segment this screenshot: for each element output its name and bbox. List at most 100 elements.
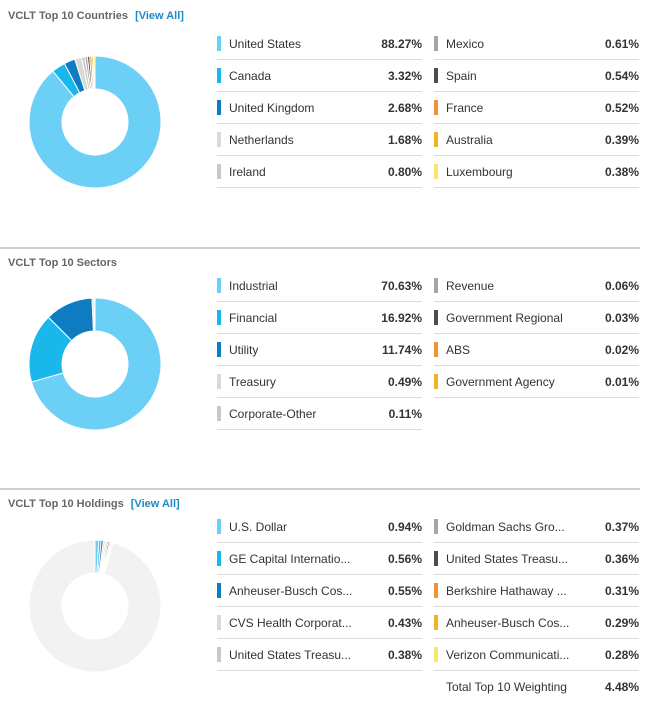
- legend-label: United States: [229, 37, 302, 51]
- legend-swatch: [434, 310, 438, 325]
- sectors-legend-row: Government Regional 0.03%: [434, 302, 639, 334]
- legend-label: Goldman Sachs Gro...: [446, 520, 565, 534]
- countries-legend-row: Mexico 0.61%: [434, 28, 639, 60]
- legend-swatch: [217, 647, 221, 662]
- legend-swatch: [434, 68, 438, 83]
- legend-swatch: [217, 615, 221, 630]
- legend-label: Anheuser-Busch Cos...: [446, 616, 570, 630]
- sectors-legend-row: Revenue 0.06%: [434, 270, 639, 302]
- legend-value: 0.38%: [604, 165, 639, 179]
- sectors-list-left: Industrial 70.63% Financial 16.92% Utility 11…: [217, 270, 422, 430]
- legend-value: 0.28%: [604, 648, 639, 662]
- legend-label: U.S. Dollar: [229, 520, 288, 534]
- legend-value: 70.63%: [381, 279, 422, 293]
- legend-value: 0.56%: [387, 552, 422, 566]
- legend-value: 0.80%: [387, 165, 422, 179]
- legend-label: CVS Health Corporat...: [229, 616, 352, 630]
- legend-value: 0.61%: [604, 37, 639, 51]
- sectors-legend-row: Industrial 70.63%: [217, 270, 422, 302]
- legend-label: Verizon Communicati...: [446, 648, 570, 662]
- legend-swatch: [217, 100, 221, 115]
- holdings-legend-row: CVS Health Corporat... 0.43%: [217, 607, 422, 639]
- legend-label: Utility: [229, 343, 259, 357]
- sectors-legend-row: Corporate-Other 0.11%: [217, 398, 422, 430]
- legend-label: Luxembourg: [446, 165, 513, 179]
- legend-label: United Kingdom: [229, 101, 315, 115]
- countries-legend-row: Ireland 0.80%: [217, 156, 422, 188]
- holdings-legend-row: GE Capital Internatio... 0.56%: [217, 543, 422, 575]
- legend-swatch: [434, 36, 438, 51]
- legend-value: 0.03%: [604, 311, 639, 325]
- countries-section: VCLT Top 10 Countries [View All] United …: [0, 0, 640, 240]
- holdings-section: VCLT Top 10 Holdings [View All] U.S. Dol…: [0, 488, 640, 701]
- legend-value: 0.11%: [388, 407, 422, 421]
- legend-swatch: [217, 551, 221, 566]
- legend-label: Financial: [229, 311, 278, 325]
- legend-swatch: [434, 278, 438, 293]
- sectors-donut-chart: [28, 297, 162, 431]
- legend-swatch: [217, 519, 221, 534]
- legend-label: Canada: [229, 69, 272, 83]
- total-weighting-label: Total Top 10 Weighting: [446, 680, 567, 694]
- legend-value: 0.02%: [604, 343, 639, 357]
- holdings-legend-row: Berkshire Hathaway ... 0.31%: [434, 575, 639, 607]
- legend-label: Australia: [446, 133, 493, 147]
- legend-label: ABS: [446, 343, 471, 357]
- legend-value: 0.49%: [387, 375, 422, 389]
- legend-swatch: [434, 519, 438, 534]
- legend-label: Corporate-Other: [229, 407, 317, 421]
- legend-value: 0.31%: [604, 584, 639, 598]
- legend-swatch: [217, 406, 221, 421]
- legend-value: 0.52%: [604, 101, 639, 115]
- legend-swatch: [434, 615, 438, 630]
- legend-value: 0.55%: [387, 584, 422, 598]
- holdings-divider: [0, 488, 640, 490]
- legend-label: Government Regional: [446, 311, 563, 325]
- total-weighting-value: 4.48%: [604, 680, 639, 694]
- legend-value: 2.68%: [387, 101, 422, 115]
- countries-legend-row: Canada 3.32%: [217, 60, 422, 92]
- legend-value: 0.43%: [387, 616, 422, 630]
- holdings-title: VCLT Top 10 Holdings: [8, 498, 124, 510]
- legend-label: France: [446, 101, 484, 115]
- legend-label: Revenue: [446, 279, 495, 293]
- legend-swatch: [217, 164, 221, 179]
- legend-label: Anheuser-Busch Cos...: [229, 584, 353, 598]
- legend-value: 0.29%: [604, 616, 639, 630]
- legend-swatch: [434, 583, 438, 598]
- holdings-legend-row: U.S. Dollar 0.94%: [217, 511, 422, 543]
- holdings-list-right: Goldman Sachs Gro... 0.37% United States T…: [434, 511, 639, 701]
- legend-label: Mexico: [446, 37, 485, 51]
- countries-slice-united-states: [28, 55, 162, 189]
- legend-swatch: [434, 647, 438, 662]
- legend-value: 0.01%: [604, 375, 639, 389]
- legend-value: 16.92%: [381, 311, 422, 325]
- countries-view-all-link[interactable]: [View All]: [135, 10, 184, 22]
- holdings-view-all-link[interactable]: [View All]: [130, 498, 180, 510]
- legend-label: Government Agency: [446, 375, 555, 389]
- legend-swatch: [217, 68, 221, 83]
- holdings-legend-row: Goldman Sachs Gro... 0.37%: [434, 511, 639, 543]
- legend-swatch: [434, 164, 438, 179]
- holdings-legend-row: United States Treasu... 0.38%: [217, 639, 422, 671]
- holdings-slice-remainder: [28, 539, 162, 673]
- holdings-header: VCLT Top 10 Holdings [View All]: [8, 498, 180, 510]
- legend-value: 0.37%: [604, 520, 639, 534]
- countries-legend-row: France 0.52%: [434, 92, 639, 124]
- sectors-legend-row: ABS 0.02%: [434, 334, 639, 366]
- legend-value: 11.74%: [381, 343, 422, 357]
- legend-swatch: [217, 278, 221, 293]
- sectors-header: VCLT Top 10 Sectors: [8, 257, 117, 269]
- sectors-list-right: Revenue 0.06% Government Regional 0.03% ABS 0…: [434, 270, 639, 398]
- legend-swatch: [217, 583, 221, 598]
- total-weighting-row: Total Top 10 Weighting 4.48%: [434, 671, 639, 701]
- sectors-divider: [0, 247, 640, 249]
- legend-value: 0.36%: [604, 552, 639, 566]
- holdings-donut-chart: [28, 539, 162, 673]
- legend-value: 3.32%: [387, 69, 422, 83]
- legend-value: 0.94%: [387, 520, 422, 534]
- legend-swatch: [217, 310, 221, 325]
- countries-header: VCLT Top 10 Countries [View All]: [8, 10, 184, 22]
- holdings-list-left: U.S. Dollar 0.94% GE Capital Internatio...…: [217, 511, 422, 671]
- holdings-legend-row: Verizon Communicati... 0.28%: [434, 639, 639, 671]
